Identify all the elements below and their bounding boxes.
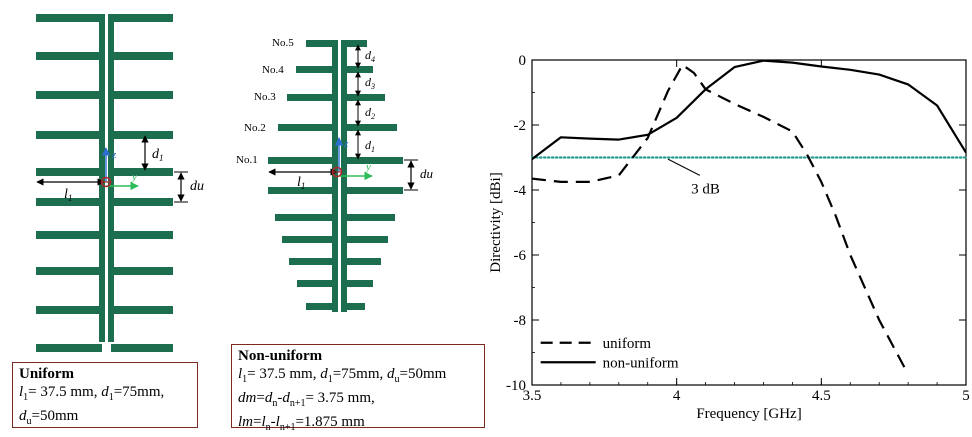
uniform-dipole-arm xyxy=(111,231,173,239)
uniform-dipole-arm xyxy=(36,131,102,139)
y-tick-label: -6 xyxy=(514,248,527,264)
nonuniform-z-label: z xyxy=(343,138,349,150)
element-label-no1: No.1 xyxy=(236,154,258,166)
nonuniform-d2-label: d2 xyxy=(365,105,375,121)
nonuniform-dipole-arm xyxy=(296,66,336,73)
uniform-feed-point xyxy=(100,176,112,188)
uniform-d1-label: d1 xyxy=(152,147,164,163)
nonuniform-d4-label: d4 xyxy=(365,48,375,64)
y-tick-label: 0 xyxy=(519,53,527,69)
y-tick-label: -4 xyxy=(514,183,527,199)
series-line-non-uniform xyxy=(532,60,966,160)
uniform-dipole-arm xyxy=(111,267,173,275)
uniform-dipole-arm xyxy=(36,168,102,176)
uniform-dipole-arm xyxy=(36,52,102,60)
element-label-no2: No.2 xyxy=(244,122,266,134)
nonuniform-caption-line1: l1= 37.5 mm, d1=75mm, du=50mm xyxy=(238,366,447,385)
uniform-caption: Uniform l1= 37.5 mm, d1=75mm, du=50mm xyxy=(12,362,198,428)
nonuniform-dipole-arm xyxy=(343,94,385,101)
nonuniform-caption-line3: lm=ln-ln+1=1.875 mm xyxy=(238,414,365,433)
uniform-dipole-arm xyxy=(111,52,173,60)
nonuniform-y-label: y xyxy=(365,161,371,173)
nonuniform-dipole-arm xyxy=(343,280,373,287)
y-tick-label: -8 xyxy=(514,313,527,329)
nonuniform-dipole-arm xyxy=(343,187,403,194)
uniform-dipole-arm xyxy=(111,14,173,22)
legend-label-uniform: uniform xyxy=(603,336,652,352)
uniform-dipole-arm xyxy=(111,91,173,99)
y-tick-label: -10 xyxy=(506,378,526,394)
uniform-dipole-arm xyxy=(111,344,173,352)
nonuniform-dipole-arm xyxy=(268,187,336,194)
uniform-y-label: y xyxy=(131,171,137,183)
three-db-annotation: 3 dB xyxy=(691,181,720,197)
nonuniform-d1-label: d1 xyxy=(365,138,375,154)
legend-label-non-uniform: non-uniform xyxy=(603,355,679,371)
nonuniform-dipole-arm xyxy=(289,258,336,265)
uniform-caption-line1: l1= 37.5 mm, d1=75mm, xyxy=(19,384,165,403)
x-tick-label: 4 xyxy=(673,388,681,404)
nonuniform-caption-line2: dm=dn-dn+1= 3.75 mm, xyxy=(238,390,375,409)
nonuniform-dipole-arm xyxy=(306,40,336,47)
uniform-dipole-arm xyxy=(111,198,173,206)
series-line-uniform xyxy=(532,63,907,370)
nonuniform-dipole-arm xyxy=(343,236,388,243)
nonuniform-array: No.5 No.4 No.3 No.2 No.1 d4 d3 d2 d1 l1 … xyxy=(236,37,434,312)
nonuniform-dipole-arm xyxy=(275,214,336,221)
uniform-dipole-arm xyxy=(36,198,102,206)
nonuniform-dipole-arm xyxy=(343,214,395,221)
uniform-caption-title: Uniform xyxy=(19,366,74,382)
nonuniform-caption-title: Non-uniform xyxy=(238,348,323,364)
x-axis-label: Frequency [GHz] xyxy=(696,406,801,422)
nonuniform-du-label: du xyxy=(420,166,434,181)
uniform-dipole-arm xyxy=(111,306,173,314)
uniform-l1-label: l1 xyxy=(64,187,72,203)
antenna-diagrams: d1 l1 du z y xyxy=(36,14,434,352)
nonuniform-dipole-arm xyxy=(268,157,336,164)
uniform-feed-line-left xyxy=(99,14,105,342)
nonuniform-d3-label: d3 xyxy=(365,75,375,91)
nonuniform-dipole-arm xyxy=(343,124,397,131)
uniform-du-label: du xyxy=(190,179,204,194)
uniform-caption-line2: du=50mm xyxy=(19,408,79,427)
uniform-dipole-arm xyxy=(36,344,102,352)
directivity-chart: 3.5 4 4.5 5 0 -2 -4 -6 -8 -10 Frequency [GHz] Direc… xyxy=(488,53,970,422)
nonuniform-dipole-arm xyxy=(278,124,336,131)
uniform-dipole-arm xyxy=(111,131,173,139)
nonuniform-dipole-arm xyxy=(282,236,336,243)
nonuniform-dipole-arm xyxy=(297,280,336,287)
uniform-dipole-arm xyxy=(36,91,102,99)
nonuniform-dipole-arm xyxy=(343,303,365,310)
y-axis-label: Directivity [dBi] xyxy=(488,172,504,272)
x-tick-label: 4.5 xyxy=(812,388,831,404)
element-label-no4: No.4 xyxy=(262,64,284,76)
nonuniform-dipole-arm xyxy=(343,258,381,265)
nonuniform-dipole-arm xyxy=(287,94,336,101)
element-label-no3: No.3 xyxy=(254,91,276,103)
nonuniform-dipole-arm xyxy=(343,66,373,73)
plot-frame xyxy=(531,59,967,386)
x-tick-label: 3.5 xyxy=(523,388,542,404)
uniform-array: d1 l1 du z y xyxy=(36,14,204,352)
nonuniform-dipole-arm xyxy=(343,40,367,47)
element-label-no5: No.5 xyxy=(272,37,294,49)
uniform-dipole-arm xyxy=(36,267,102,275)
uniform-feed-line-right xyxy=(108,14,114,342)
nonuniform-dipole-arm xyxy=(306,303,336,310)
uniform-z-label: z xyxy=(111,149,117,161)
x-tick-label: 5 xyxy=(962,388,970,404)
uniform-dipole-arm xyxy=(111,168,173,176)
three-db-annotation-leader xyxy=(667,158,701,176)
nonuniform-caption: Non-uniform l1= 37.5 mm, d1=75mm, du=50m… xyxy=(231,344,485,433)
nonuniform-dipole-arm xyxy=(343,157,403,164)
uniform-dipole-arm xyxy=(36,306,102,314)
uniform-dipole-arm xyxy=(36,231,102,239)
y-tick-label: -2 xyxy=(514,118,527,134)
nonuniform-l1-label: l1 xyxy=(297,175,305,191)
nonuniform-feed-point xyxy=(331,166,343,178)
uniform-dipole-arm xyxy=(36,14,102,22)
